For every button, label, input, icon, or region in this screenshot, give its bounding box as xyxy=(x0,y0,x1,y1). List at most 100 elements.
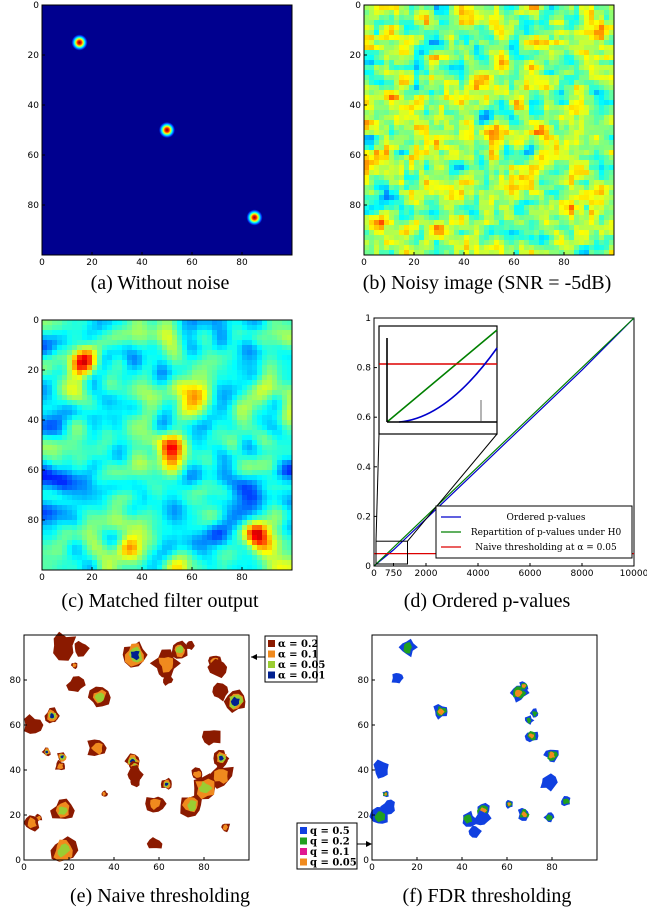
panel-c-pixel xyxy=(257,505,263,511)
panel-b-pixel xyxy=(569,35,575,41)
panel-c-pixel xyxy=(137,355,143,361)
panel-c-pixel xyxy=(287,420,293,426)
panel-c-pixel xyxy=(177,360,183,366)
panel-b-pixel xyxy=(509,70,515,76)
panel-b-pixel xyxy=(609,10,615,16)
panel-b-pixel xyxy=(484,45,490,51)
panel-c-pixel xyxy=(207,415,213,421)
panel-c-pixel xyxy=(47,380,53,386)
panel-c-pixel xyxy=(257,330,263,336)
panel-c-pixel xyxy=(92,555,98,561)
panel-b-pixel xyxy=(459,140,465,146)
panel-c-pixel xyxy=(187,415,193,421)
panel-c-pixel xyxy=(197,540,203,546)
panel-b-pixel xyxy=(364,135,370,141)
panel-b-pixel xyxy=(394,80,400,86)
panel-c-pixel xyxy=(227,470,233,476)
panel-c-pixel xyxy=(232,390,238,396)
panel-b-pixel xyxy=(394,60,400,66)
panel-c-pixel xyxy=(122,540,128,546)
panel-c-pixel xyxy=(152,495,158,501)
panel-c-pixel xyxy=(97,540,103,546)
panel-b-pixel xyxy=(604,150,610,156)
panel-b-pixel xyxy=(609,145,615,151)
panel-c-pixel xyxy=(222,445,228,451)
panel-c-pixel xyxy=(67,340,73,346)
panel-c-pixel xyxy=(92,470,98,476)
panel-b-pixel xyxy=(604,210,610,216)
panel-c-pixel xyxy=(147,485,153,491)
panel-c-pixel xyxy=(62,500,68,506)
panel-b-pixel xyxy=(429,90,435,96)
panel-b-pixel xyxy=(534,30,540,36)
panel-c-pixel xyxy=(202,480,208,486)
panel-c-pixel xyxy=(52,545,58,551)
panel-b-pixel xyxy=(509,75,515,81)
panel-b-pixel xyxy=(519,225,525,231)
panel-b-pixel xyxy=(384,230,390,236)
panel-b-pixel xyxy=(514,135,520,141)
panel-b-pixel xyxy=(494,135,500,141)
panel-b-pixel xyxy=(599,70,605,76)
panel-b-pixel xyxy=(379,25,385,31)
panel-c-pixel xyxy=(57,490,63,496)
panel-b-pixel xyxy=(389,40,395,46)
panel-b-pixel xyxy=(419,70,425,76)
panel-b-pixel xyxy=(489,95,495,101)
panel-c-pixel xyxy=(217,470,223,476)
panel-c-pixel xyxy=(247,370,253,376)
panel-c-pixel xyxy=(157,450,163,456)
panel-c-pixel xyxy=(57,350,63,356)
panel-b-pixel xyxy=(509,120,515,126)
panel-b-pixel xyxy=(494,125,500,131)
panel-b-pixel xyxy=(384,155,390,161)
panel-c-pixel xyxy=(102,535,108,541)
panel-b-pixel xyxy=(444,95,450,101)
panel-b-pixel xyxy=(424,230,430,236)
panel-c-pixel xyxy=(147,330,153,336)
panel-c-pixel xyxy=(167,415,173,421)
panel-c-pixel xyxy=(157,355,163,361)
panel-b-pixel xyxy=(414,240,420,246)
panel-c-pixel xyxy=(157,400,163,406)
panel-c-pixel xyxy=(127,345,133,351)
panel-b-pixel xyxy=(389,35,395,41)
panel-b-pixel xyxy=(459,25,465,31)
caption-a: (a) Without noise xyxy=(90,272,230,294)
panel-b-pixel xyxy=(499,70,505,76)
panel-c-pixel xyxy=(252,475,258,481)
panel-b-pixel xyxy=(369,100,375,106)
panel-c-pixel xyxy=(232,425,238,431)
panel-b-pixel xyxy=(549,75,555,81)
panel-c-pixel xyxy=(117,445,123,451)
panel-c-pixel xyxy=(222,345,228,351)
panel-c-pixel xyxy=(132,360,138,366)
panel-b-pixel xyxy=(609,5,615,11)
panel-b-pixel xyxy=(499,90,505,96)
panel-b-pixel xyxy=(379,35,385,41)
panel-c-pixel xyxy=(257,375,263,381)
panel-b-pixel xyxy=(504,245,510,251)
panel-c-pixel xyxy=(92,370,98,376)
panel-b-pixel xyxy=(559,60,565,66)
panel-b-pixel xyxy=(574,65,580,71)
panel-c-pixel xyxy=(222,500,228,506)
panel-c-pixel xyxy=(137,405,143,411)
panel-c-pixel xyxy=(257,345,263,351)
panel-c-pixel xyxy=(137,545,143,551)
panel-c-pixel xyxy=(77,400,83,406)
panel-b-ytick-label: 40 xyxy=(350,101,362,111)
panel-c-pixel xyxy=(187,410,193,416)
panel-b-pixel xyxy=(549,45,555,51)
panel-b-pixel xyxy=(449,25,455,31)
panel-b-pixel xyxy=(574,50,580,56)
panel-c-pixel xyxy=(247,335,253,341)
panel-b-pixel xyxy=(564,225,570,231)
panel-c-pixel xyxy=(257,560,263,566)
panel-c-pixel xyxy=(157,490,163,496)
panel-c-pixel xyxy=(282,520,288,526)
panel-c-pixel xyxy=(287,360,293,366)
panel-b-pixel xyxy=(494,10,500,16)
panel-c-pixel xyxy=(152,440,158,446)
panel-b-pixel xyxy=(484,40,490,46)
